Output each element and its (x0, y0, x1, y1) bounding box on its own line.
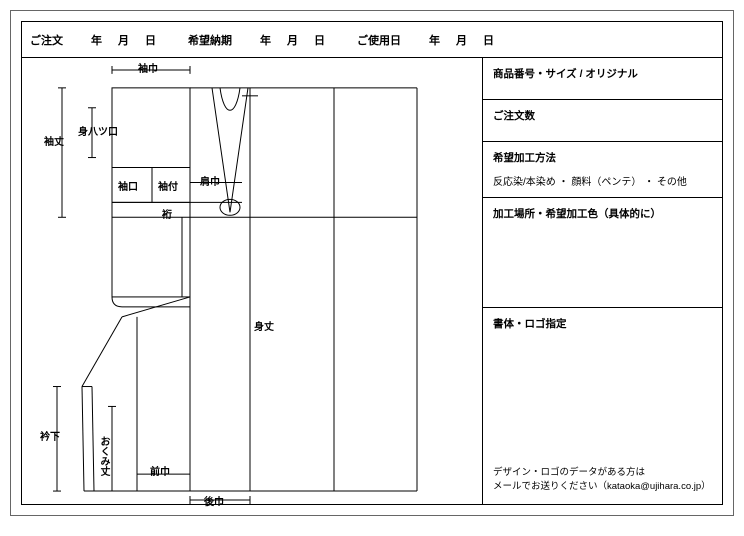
label-day-1: 日 (145, 32, 156, 48)
label-yuki: 裄 (162, 206, 172, 221)
label-day-2: 日 (314, 32, 325, 48)
diagram-panel: 袖巾 袖丈 身八ツ口 袖口 袖付 肩巾 裄 身丈 衿下 おくみ丈 前巾 後巾 (22, 58, 482, 504)
label-product: 商品番号・サイズ / オリジナル (493, 66, 712, 81)
label-year-3: 年 (429, 32, 440, 48)
label-sodetsuke: 袖付 (158, 178, 178, 193)
footnote: デザイン・ロゴのデータがある方は メールでお送りください（kataoka@uji… (493, 466, 712, 495)
label-sodehaba: 袖巾 (138, 60, 158, 75)
label-miyatsukuchi: 身八ツ口 (78, 123, 118, 138)
label-qty: ご注文数 (493, 108, 712, 123)
label-mitake: 身丈 (254, 318, 274, 333)
label-katahaba: 肩巾 (200, 173, 220, 188)
label-month-2: 月 (287, 32, 298, 48)
inner-frame: ご注文 年 月 日 希望納期 年 月 日 ご使用日 年 月 日 (21, 21, 723, 505)
cell-method: 希望加工方法 反応染/本染め ・ 顔料（ペンテ） ・ その他 (483, 142, 722, 198)
label-erishita: 衿下 (40, 428, 60, 443)
body-row: 袖巾 袖丈 身八ツ口 袖口 袖付 肩巾 裄 身丈 衿下 おくみ丈 前巾 後巾 商… (22, 58, 722, 504)
footnote-line1: デザイン・ロゴのデータがある方は (493, 466, 712, 480)
label-ushirohaba: 後巾 (204, 493, 224, 508)
cell-qty: ご注文数 (483, 100, 722, 142)
label-day-3: 日 (483, 32, 494, 48)
header-row: ご注文 年 月 日 希望納期 年 月 日 ご使用日 年 月 日 (22, 22, 722, 58)
label-order: ご注文 (30, 32, 63, 48)
footnote-line2: メールでお送りください（kataoka@ujihara.co.jp） (493, 480, 712, 494)
label-month-3: 月 (456, 32, 467, 48)
form-panel: 商品番号・サイズ / オリジナル ご注文数 希望加工方法 反応染/本染め ・ 顔… (482, 58, 722, 504)
label-year-1: 年 (91, 32, 102, 48)
cell-location: 加工場所・希望加工色（具体的に） (483, 198, 722, 308)
cell-product: 商品番号・サイズ / オリジナル (483, 58, 722, 100)
label-okumitake: おくみ丈 (96, 436, 111, 476)
label-method-options: 反応染/本染め ・ 顔料（ペンテ） ・ その他 (493, 173, 712, 188)
label-font: 書体・ロゴ指定 (493, 316, 712, 331)
label-year-2: 年 (260, 32, 271, 48)
label-sodetake: 袖丈 (44, 133, 64, 148)
label-location: 加工場所・希望加工色（具体的に） (493, 206, 712, 221)
outer-frame: ご注文 年 月 日 希望納期 年 月 日 ご使用日 年 月 日 (10, 10, 734, 516)
label-due: 希望納期 (188, 32, 232, 48)
label-sodeguchi: 袖口 (118, 178, 138, 193)
label-method: 希望加工方法 (493, 150, 712, 165)
label-use: ご使用日 (357, 32, 401, 48)
cell-font: 書体・ロゴ指定 デザイン・ロゴのデータがある方は メールでお送りください（kat… (483, 308, 722, 504)
label-month-1: 月 (118, 32, 129, 48)
label-maehaba: 前巾 (150, 463, 170, 478)
